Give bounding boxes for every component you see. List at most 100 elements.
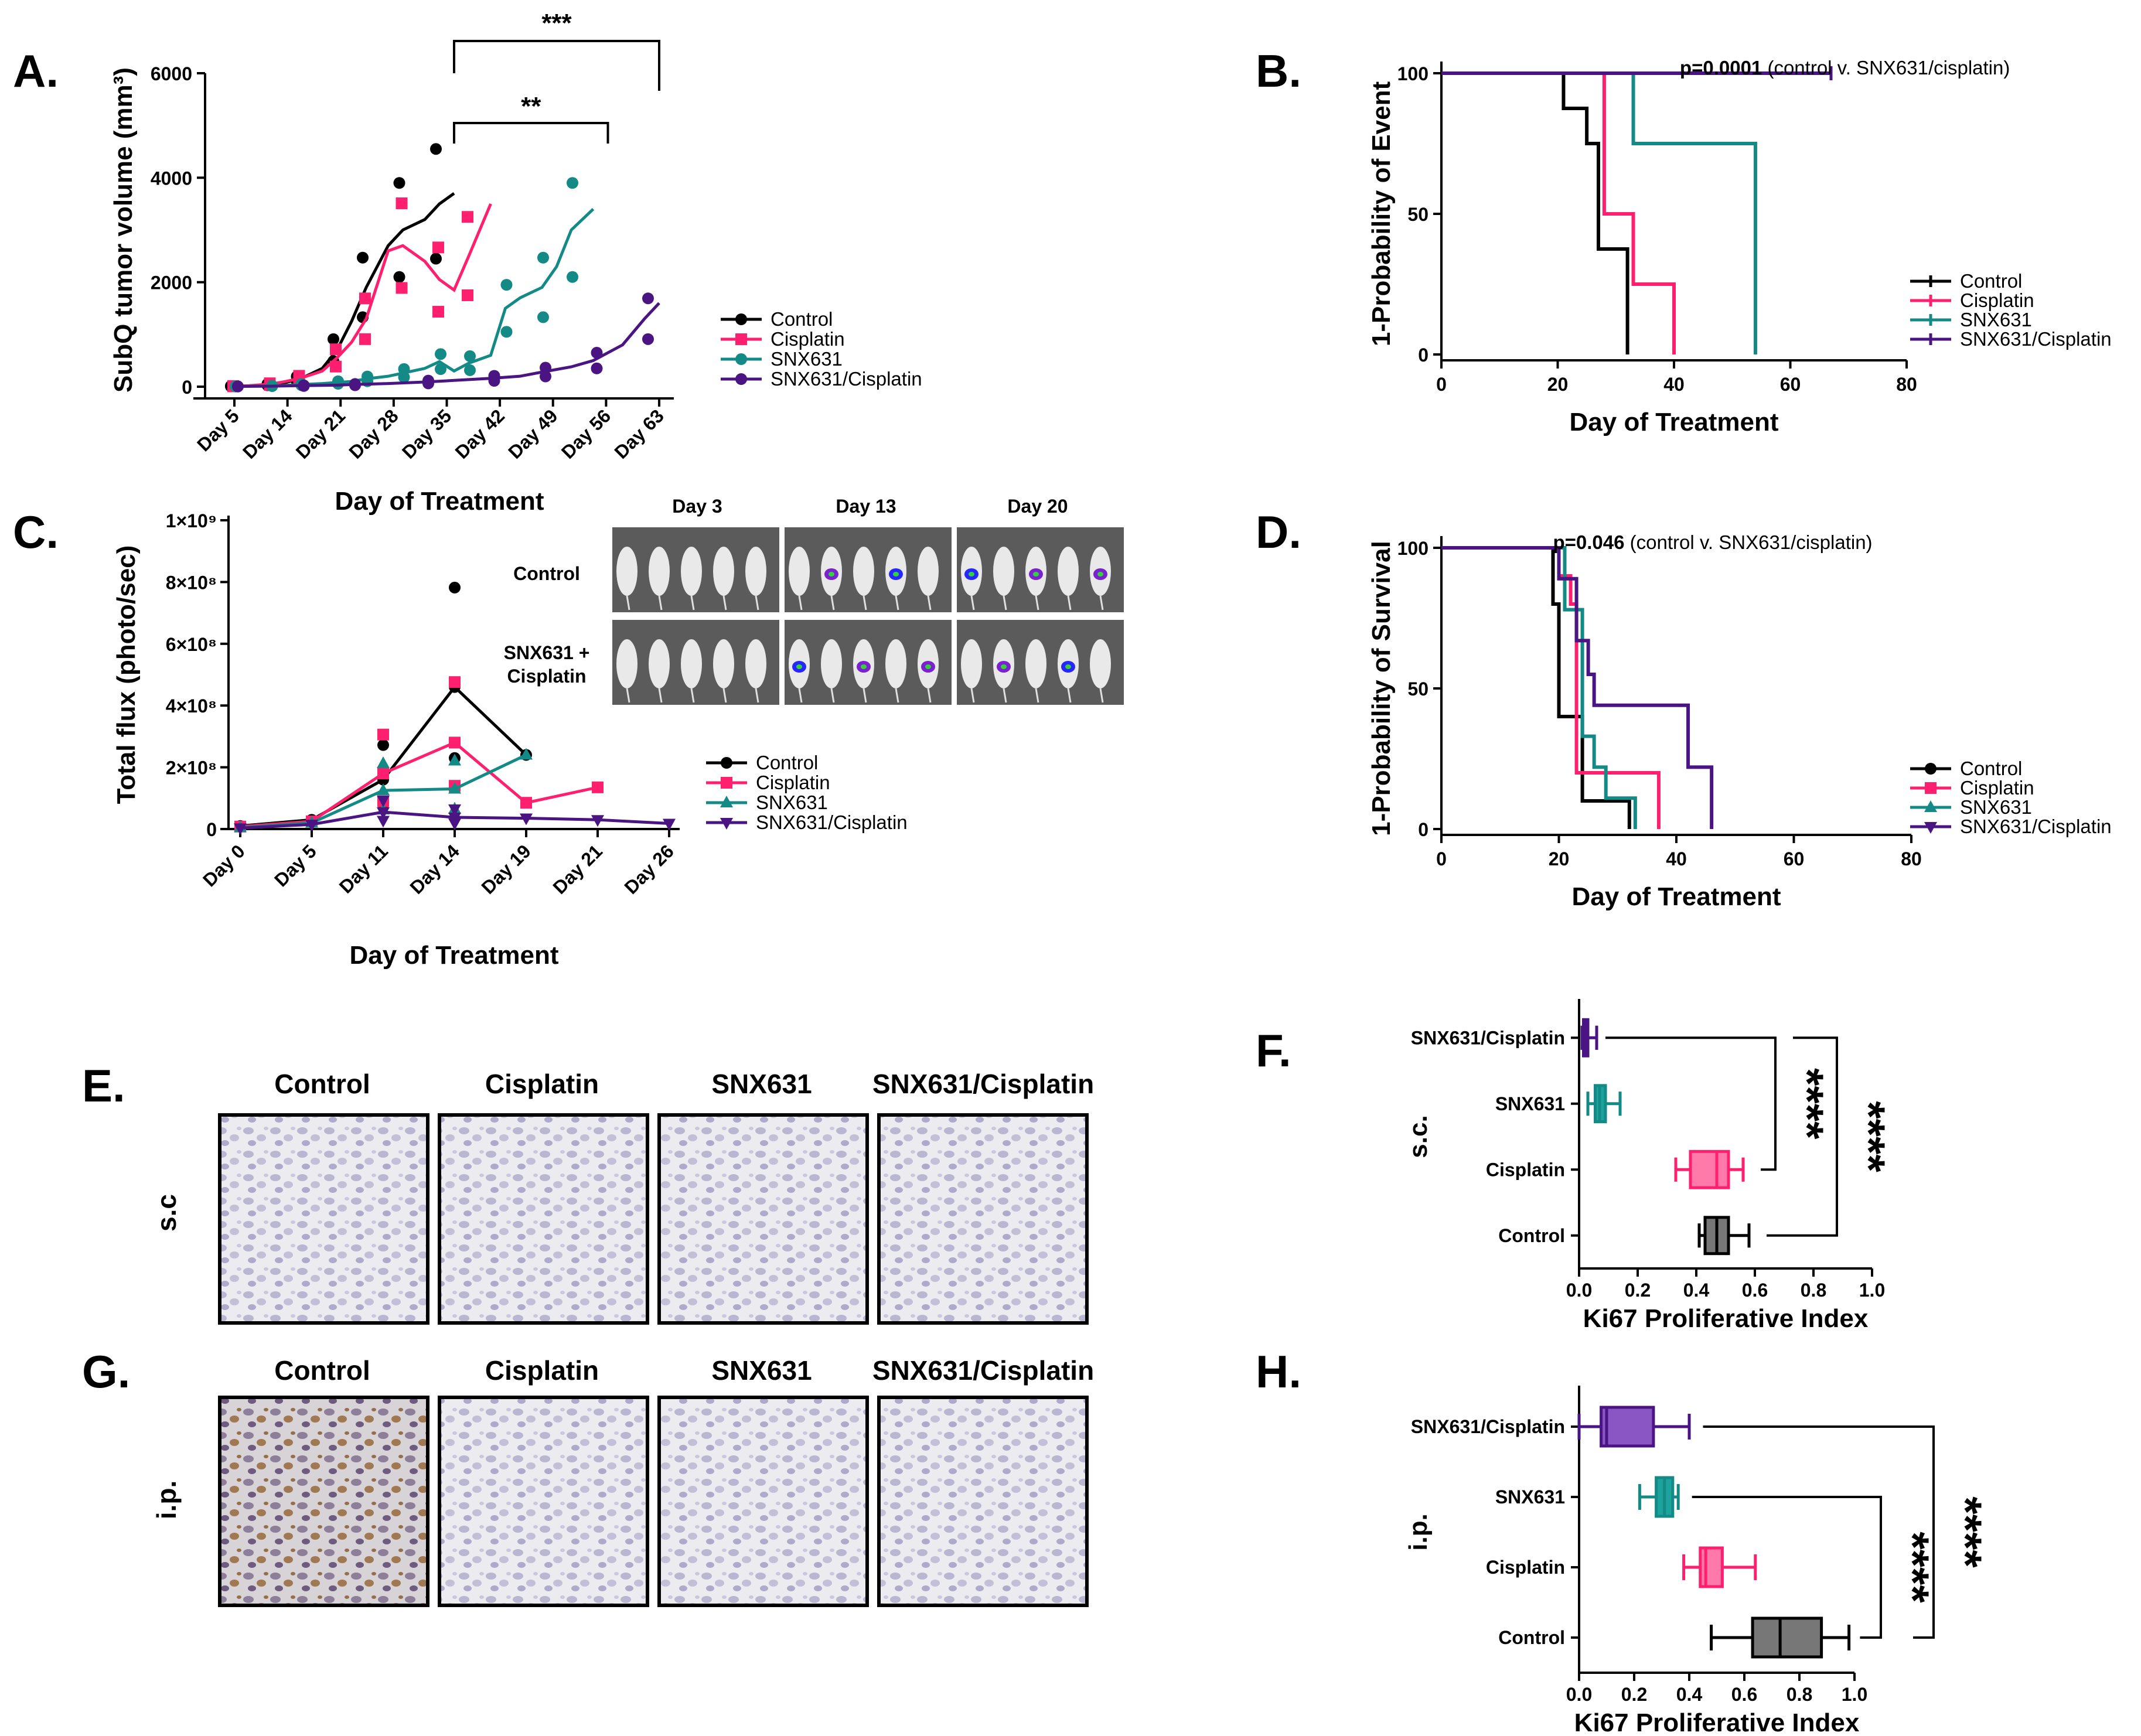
panel-label-d: D. [1256,506,1301,558]
mouse-tail [722,688,727,703]
mouse-tail [1067,688,1072,703]
mouse-body [616,639,637,688]
d-legend-label-2: SNX631 [1960,796,2032,818]
mouse-body [745,639,766,688]
chart-f: 0.0 0.2 0.4 0.6 0.8 1.0 Ki67 Proliferative Ind… [1404,999,1895,1333]
d-y-tick-label: 0 [1418,819,1429,840]
a-point [393,177,405,189]
mouse-tail [970,688,975,703]
panel-label-f: F. [1256,1025,1291,1076]
a-point [435,348,446,360]
c-point [448,753,461,766]
mouse-tail [626,688,630,703]
h-x-tick-label: 0.4 [1676,1684,1703,1705]
a-y-tick-label: 0 [182,377,192,398]
d-x-tick-label: 60 [1784,848,1805,869]
h-x-axis-title: Ki67 Proliferative Index [1574,1708,1860,1736]
d-x-tick-label: 80 [1901,848,1922,869]
b-x-axis-title: Day of Treatment [1570,408,1779,436]
f-box [1689,1150,1730,1189]
h-box [1600,1406,1655,1448]
c-y-tick-label: 6×10⁸ [166,634,217,655]
signal-core [1065,664,1071,669]
a-bracket-1 [453,122,609,144]
h-x-tick-label: 0.2 [1621,1684,1647,1705]
mouse-tail [1067,595,1072,611]
signal-core [1001,664,1007,669]
f-x-tick-label: 0.4 [1683,1280,1710,1301]
mouse-body [821,639,842,688]
b-y-tick-label: 50 [1407,204,1429,225]
c-legend-label-1: Cisplatin [756,772,830,793]
panel-label-c: C. [13,506,59,558]
a-point [232,380,244,393]
mouse-tail [690,595,695,611]
mouse-tail [830,595,835,611]
c-y-tick-label: 4×10⁸ [166,695,217,717]
a-legend-marker-0 [735,313,747,325]
g-col-cisplatin: Cisplatin [485,1355,599,1386]
c-legend-marker-1 [721,777,732,789]
d-series-0 [1441,546,1631,829]
mouse-tail [862,595,867,611]
c-point [520,748,533,760]
chart-b: 0 50 100 0 20 40 60 80 1-Probability of Event Day… [1367,57,2112,436]
d-legend-marker-3 [1924,822,1937,834]
a-legend-marker-1 [735,333,747,345]
mouse-tail [1035,688,1039,703]
b-y-tick-label: 0 [1418,345,1429,366]
signal-core [893,572,899,577]
f-x-axis-title: Ki67 Proliferative Index [1583,1304,1869,1333]
a-point [430,253,442,265]
a-point [432,306,444,318]
h-sig-1: **** [1887,1532,1939,1603]
a-x-axis-title: Day of Treatment [335,487,544,516]
histology-ip: Control Cisplatin SNX631 SNX631/Cisplati… [151,1355,1094,1607]
e-col-cisplatin: Cisplatin [485,1069,599,1099]
c-point [592,781,604,793]
mouse-tail [927,688,932,703]
mouse-body [1058,547,1079,596]
signal-core [829,572,834,577]
e-col-snx631: SNX631 [711,1069,812,1099]
a-point [432,241,444,254]
d-series-3 [1441,546,1714,829]
a-point [396,197,408,210]
mouse-body [713,639,734,688]
a-legend-label-1: Cisplatin [771,328,845,350]
b-series-0 [1441,71,1629,354]
a-series-line-2 [234,208,595,388]
e-row-label: s.c [151,1194,182,1232]
h-category-label: SNX631/Cisplatin [1411,1416,1565,1437]
d-x-axis-title: Day of Treatment [1572,882,1781,911]
c-y-tick-label: 8×10⁸ [166,572,217,593]
b-x-tick-label: 0 [1436,374,1447,395]
a-point [349,378,361,390]
h-box [1699,1546,1724,1588]
c-point [377,728,389,741]
panel-label-g: G. [82,1346,130,1397]
d-series-1 [1441,546,1661,829]
a-point [540,361,551,374]
f-row-label: s.c. [1404,1115,1433,1158]
c-point [591,815,604,827]
mouse-body [1025,639,1046,688]
e-col-combo: SNX631/Cisplatin [872,1069,1094,1099]
a-point [328,333,339,345]
mouse-tail [798,688,803,703]
c-point [448,782,461,794]
imaging-day-3: Day 3 [672,496,722,517]
mouse-tail [830,688,835,703]
d-legend-marker-0 [1925,763,1937,775]
a-point [362,370,373,383]
f-sig-1: **** [1782,1068,1833,1140]
a-x-tick-label: Day 35 [398,405,455,462]
f-x-tick-label: 0.2 [1625,1280,1651,1301]
a-y-axis-title: SubQ tumor volume (mm³) [109,67,138,393]
f-category-label: SNX631 [1495,1093,1565,1114]
mouse-tail [755,595,759,611]
a-point [567,271,578,283]
mouse-tail [690,688,695,703]
h-category-label: Control [1498,1627,1565,1648]
